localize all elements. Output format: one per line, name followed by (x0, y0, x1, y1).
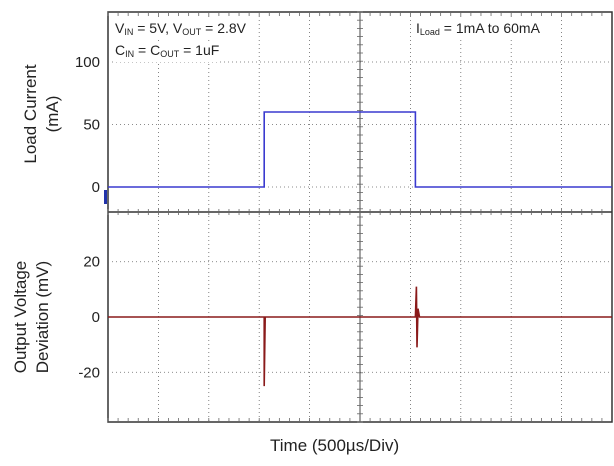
grid (104, 11, 613, 423)
ground-marker (104, 190, 107, 204)
y-tick-labels: 0 50 100 -20 0 20 (75, 54, 100, 381)
y-tick-label: 0 (92, 309, 100, 326)
y-tick-label: -20 (78, 364, 100, 381)
y-tick-label: 0 (92, 179, 100, 196)
annotation-voltage: VIN = 5V, VOUT = 2.8V (115, 20, 247, 40)
annotation-capacitance: CIN = COUT = 1uF (115, 42, 220, 62)
top-y-axis-label: Load Current (mA) (21, 64, 62, 164)
y-tick-label: 20 (83, 254, 100, 271)
annotation-load-current: ILoad = 1mA to 60mA (416, 20, 540, 40)
load-current-trace (108, 111, 612, 188)
x-axis-label: Time (500µs/Div) (270, 436, 400, 455)
y-tick-label: 50 (83, 117, 100, 134)
y-tick-label: 100 (75, 54, 100, 71)
bottom-y-axis-label: Output Voltage Deviation (mV) (11, 260, 52, 374)
traces (108, 111, 612, 387)
voltage-deviation-trace (108, 286, 612, 387)
